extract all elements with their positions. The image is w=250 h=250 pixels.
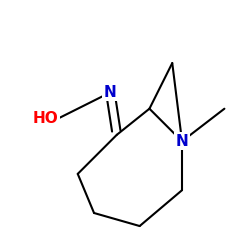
Text: N: N (176, 134, 188, 149)
Text: HO: HO (32, 111, 58, 126)
Text: N: N (104, 85, 117, 100)
